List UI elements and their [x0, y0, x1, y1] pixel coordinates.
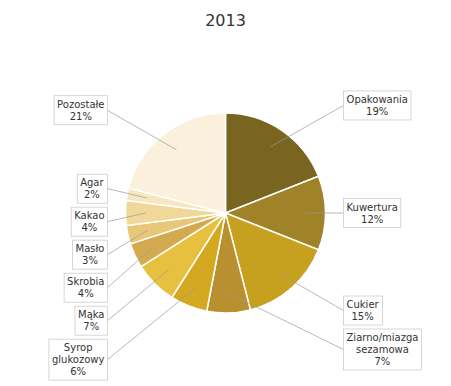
annotation: Agar2%: [77, 174, 107, 203]
leader-line: [108, 270, 169, 321]
data-label: 7%: [83, 321, 99, 332]
category-label: Agar: [80, 177, 104, 188]
chart: 2013 Opakowania19% Kuwertura12% Cukier15% Zi…: [0, 0, 451, 386]
leader-line: [108, 287, 197, 359]
leader-line: [108, 213, 146, 222]
category-label-line: Syrop: [64, 342, 93, 353]
annotation-box: [77, 174, 107, 203]
category-label-line: Masło: [76, 243, 105, 254]
annotation: Opakowania19%: [344, 91, 411, 120]
data-label: 6%: [70, 366, 86, 377]
category-label-line: Pozostałe: [57, 99, 104, 110]
labels: Opakowania19% Kuwertura12% Cukier15% Ziarno…: [49, 91, 421, 380]
leader-line: [108, 247, 154, 288]
category-label-line: Mąka: [78, 309, 105, 320]
category-label-line: Cukier: [347, 299, 380, 310]
leader-line: [228, 293, 343, 350]
annotation-box: [344, 296, 383, 325]
category-label-line: Agar: [80, 177, 104, 188]
annotation: Mąka7%: [75, 306, 108, 335]
annotation-box: [54, 96, 107, 125]
category-label-line: Kuwertura: [347, 202, 398, 213]
data-label: 19%: [366, 106, 388, 117]
annotation-box: [75, 306, 108, 335]
pie-slice: [129, 113, 226, 213]
category-label-line: Opakowania: [347, 94, 408, 105]
category-label-line: glukozowy: [52, 354, 105, 365]
annotation: Ziarno/miazgasezamowa7%: [344, 329, 422, 370]
annotation: Syropglukozowy6%: [49, 339, 108, 380]
leader-line: [108, 110, 177, 150]
annotation: Skrobia4%: [64, 273, 107, 302]
leader-line: [270, 105, 343, 146]
annotation: Pozostałe21%: [54, 96, 107, 125]
category-label: Mąka: [78, 309, 105, 320]
leader-line: [278, 273, 343, 311]
annotation-box: [344, 329, 422, 370]
category-label: Pozostałe: [57, 99, 104, 110]
annotation-box: [344, 91, 411, 120]
data-label: 7%: [375, 356, 391, 367]
title: 2013: [205, 11, 246, 30]
data-label: 3%: [82, 255, 98, 266]
leader-line: [108, 189, 147, 198]
annotation: Kakao4%: [71, 207, 107, 236]
data-label: 12%: [361, 214, 383, 225]
annotation-box: [71, 207, 107, 236]
leader-line: [306, 213, 344, 214]
annotation: Kuwertura12%: [344, 199, 401, 228]
annotation: Masło3%: [73, 240, 108, 269]
category-label: Syropglukozowy: [52, 342, 105, 365]
category-label-line: Kakao: [74, 210, 104, 221]
data-label: 2%: [84, 189, 100, 200]
data-label: 4%: [78, 288, 94, 299]
annotation-box: [73, 240, 108, 269]
category-label: Kakao: [74, 210, 104, 221]
data-label: 15%: [351, 311, 373, 322]
data-label: 4%: [81, 222, 97, 233]
category-label-line: Ziarno/miazga: [347, 332, 419, 343]
annotation-box: [64, 273, 107, 302]
leader-line: [108, 230, 148, 254]
category-label: Opakowania: [347, 94, 408, 105]
data-label: 21%: [70, 111, 92, 122]
category-label: Kuwertura: [347, 202, 398, 213]
category-label-line: Skrobia: [67, 276, 104, 287]
category-label: Ziarno/miazgasezamowa: [347, 332, 419, 355]
category-label: Cukier: [347, 299, 380, 310]
category-label: Skrobia: [67, 276, 104, 287]
annotation: Cukier15%: [344, 296, 383, 325]
annotation-box: [49, 339, 108, 380]
category-label: Masło: [76, 243, 105, 254]
leader-lines: [108, 105, 344, 359]
category-label-line: sezamowa: [356, 344, 409, 355]
annotation-box: [344, 199, 401, 228]
